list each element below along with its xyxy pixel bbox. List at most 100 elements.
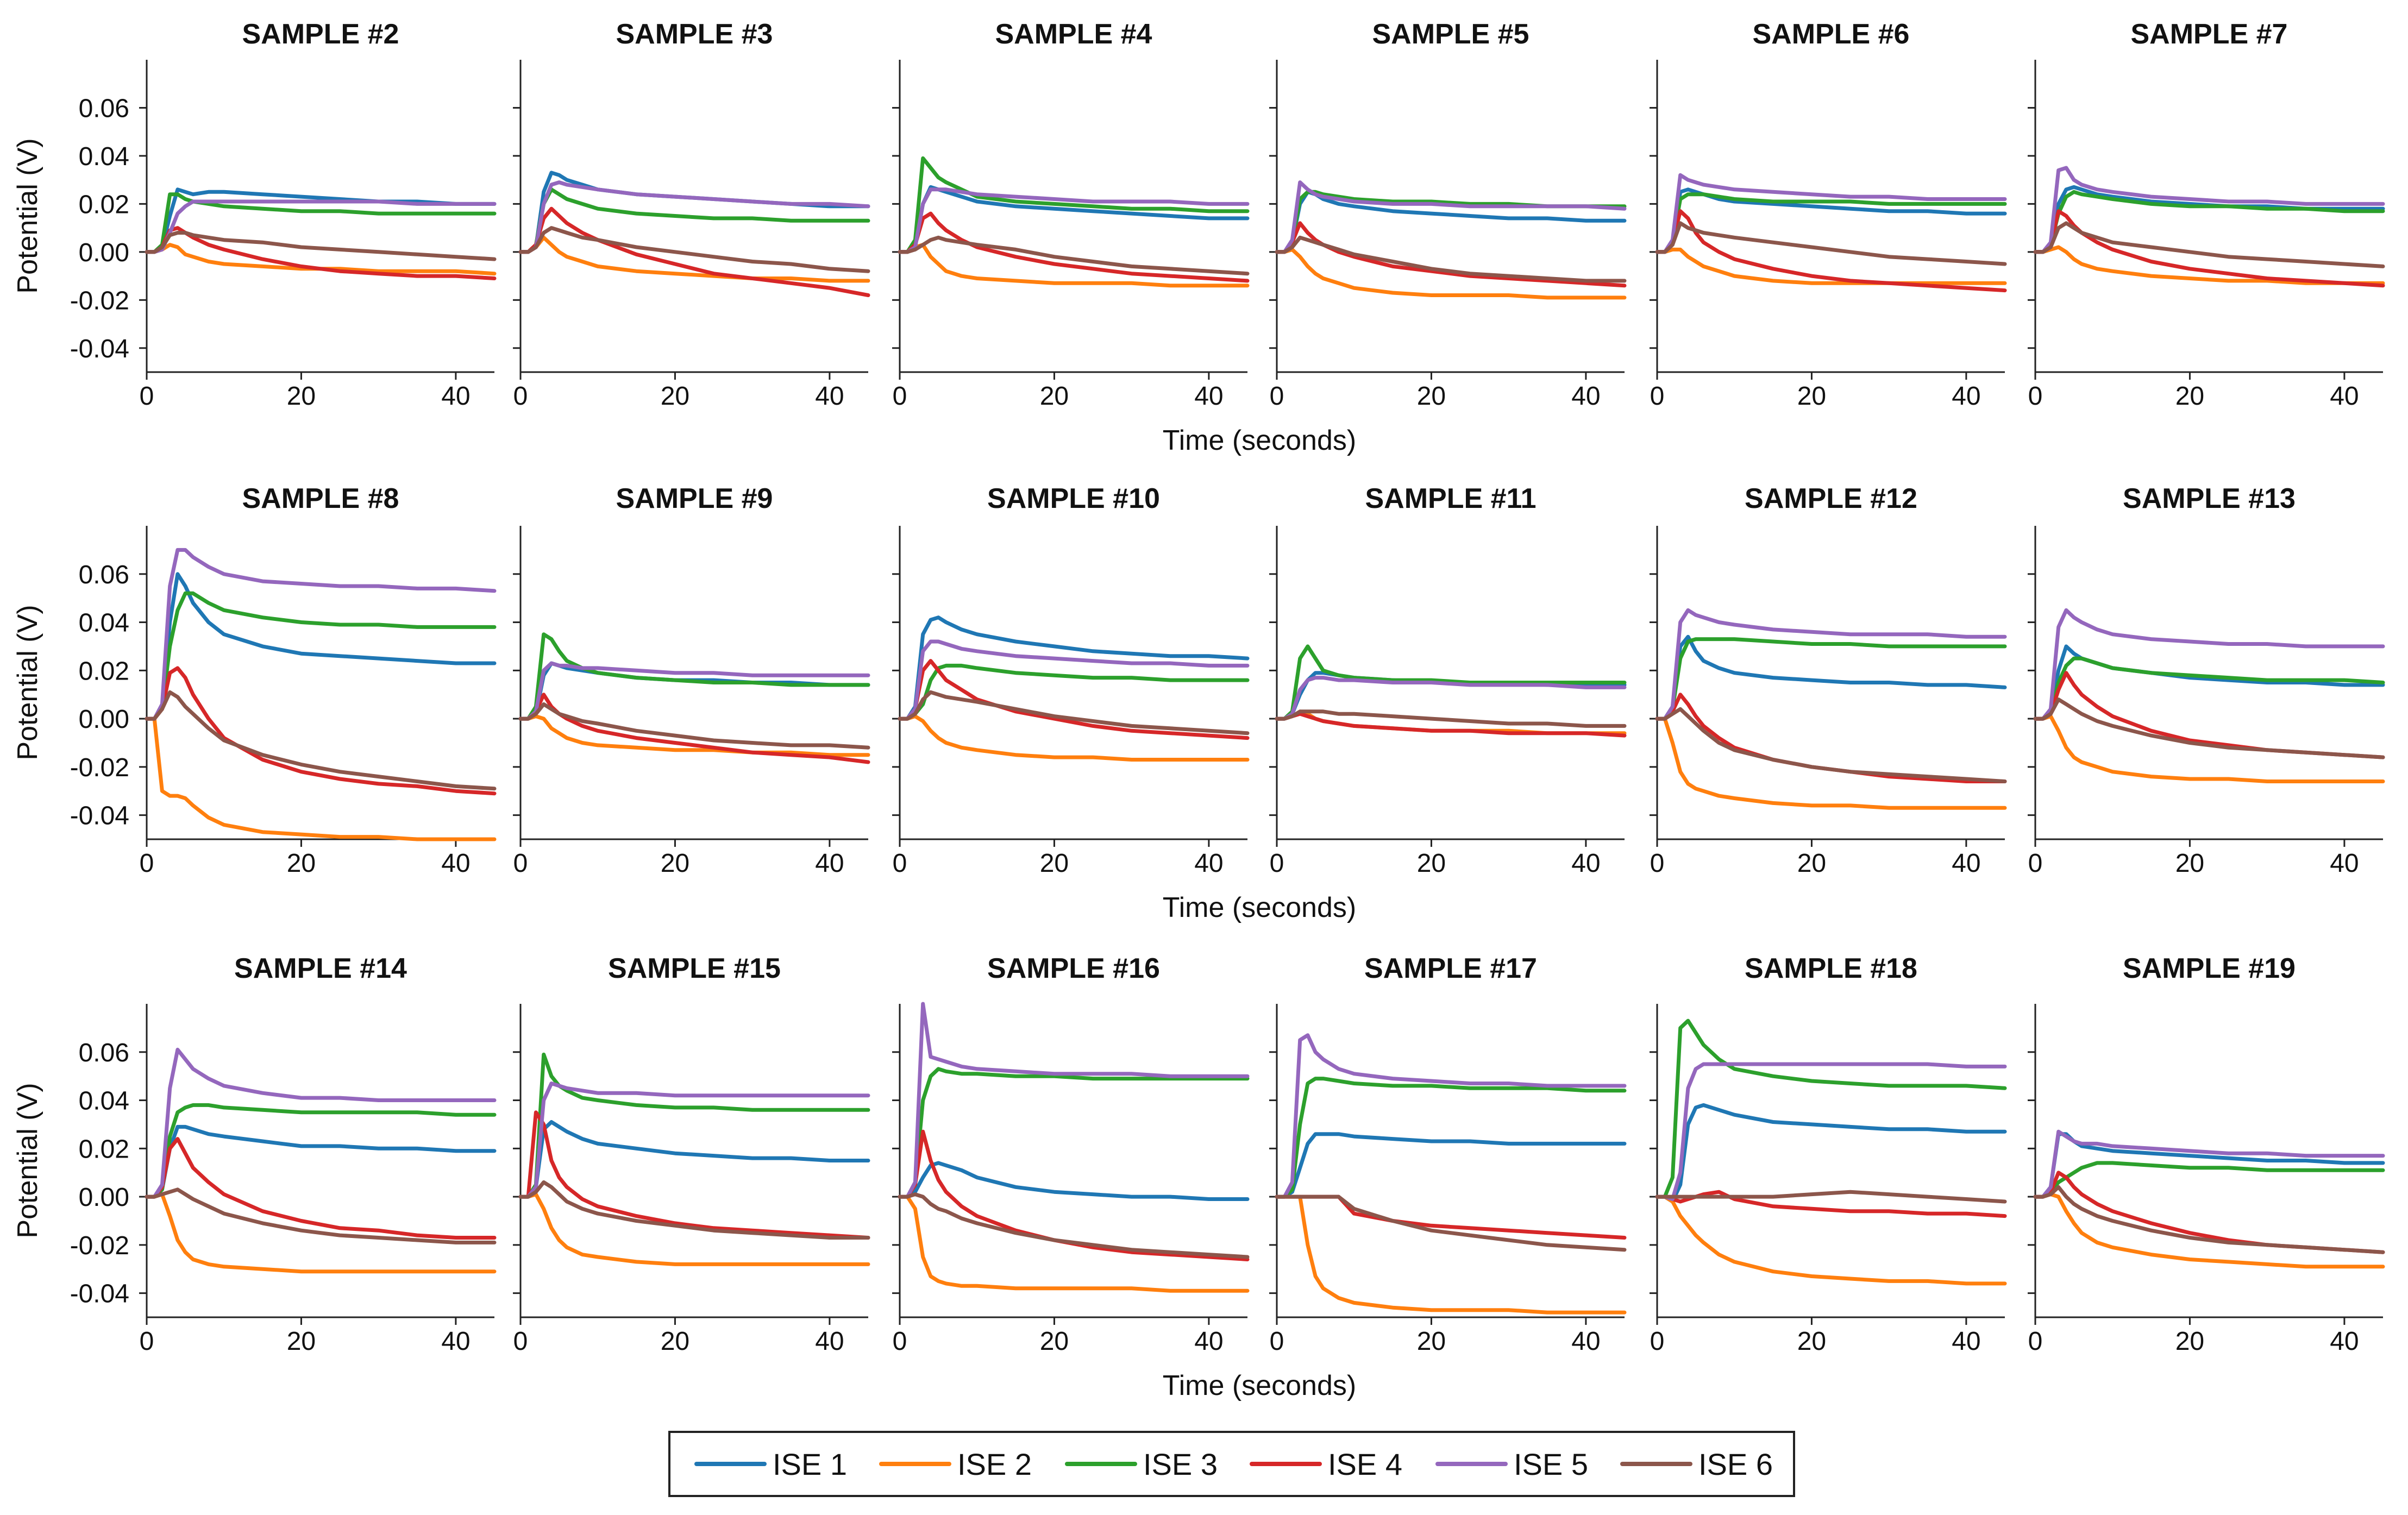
panel-15: SAMPLE #16 0 20 40 (892, 953, 1250, 1356)
y-tick-label: -0.02 (70, 753, 129, 782)
panel-title: SAMPLE #4 (995, 18, 1152, 50)
series-line-ise-3 (518, 632, 870, 721)
series-line-ise-2 (2033, 714, 2385, 783)
y-tick-label: 0.02 (79, 190, 129, 219)
series-line-ise-3 (518, 1052, 870, 1199)
x-tick-label: 20 (1040, 1327, 1069, 1356)
x-tick-label: 20 (1040, 849, 1069, 878)
panel-title: SAMPLE #12 (1745, 483, 1917, 514)
x-tick-label: 20 (1797, 382, 1826, 411)
legend-label: ISE 6 (1698, 1447, 1773, 1481)
panel-title: SAMPLE #10 (987, 483, 1160, 514)
panel-title: SAMPLE #11 (1365, 483, 1536, 514)
x-tick-label: 20 (2175, 382, 2204, 411)
panel-title: SAMPLE #15 (608, 953, 781, 984)
x-tick-label: 40 (1952, 382, 1980, 411)
x-tick-label: 40 (441, 1327, 470, 1356)
x-tick-label: 40 (1194, 382, 1223, 411)
x-tick-label: 20 (661, 849, 689, 878)
x-tick-label: 40 (2330, 849, 2359, 878)
series-line-ise-5 (518, 661, 870, 721)
series-line-ise-4 (1275, 221, 1627, 288)
series-line-ise-6 (2033, 1185, 2385, 1254)
y-tick-label: -0.04 (70, 1280, 129, 1309)
series-line-ise-6 (1275, 709, 1627, 728)
panel-title: SAMPLE #8 (242, 483, 399, 514)
series-line-ise-5 (518, 180, 870, 254)
panel-title: SAMPLE #18 (1745, 953, 1917, 984)
series-line-ise-5 (2033, 166, 2385, 254)
x-tick-label: 0 (513, 849, 528, 878)
series-line-ise-3 (898, 156, 1250, 254)
x-tick-label: 0 (893, 1327, 907, 1356)
x-tick-label: 40 (2330, 1327, 2359, 1356)
series-line-ise-1 (1275, 1132, 1627, 1199)
x-tick-label: 0 (2028, 849, 2043, 878)
panel-title: SAMPLE #3 (616, 18, 773, 50)
series-line-ise-3 (1275, 1077, 1627, 1199)
x-tick-label: 40 (1952, 1327, 1980, 1356)
y-tick-label: 0.02 (79, 1135, 129, 1164)
series-line-ise-4 (145, 666, 497, 796)
panel-title: SAMPLE #19 (2123, 953, 2296, 984)
panel-5: SAMPLE #6 0 20 40 (1650, 18, 2007, 411)
x-tick-label: 40 (1571, 382, 1600, 411)
series-line-ise-2 (1655, 716, 2007, 810)
series-line-ise-4 (1655, 209, 2007, 293)
y-tick-label: -0.04 (70, 335, 129, 363)
series-line-ise-1 (898, 615, 1250, 721)
series-line-ise-5 (1655, 608, 2007, 721)
x-tick-label: 40 (815, 1327, 844, 1356)
y-axis-label: Potential (V) (12, 138, 43, 293)
series-line-ise-4 (518, 693, 870, 764)
x-tick-label: 40 (815, 382, 844, 411)
x-tick-label: 20 (1417, 1327, 1446, 1356)
y-tick-label: 0.02 (79, 657, 129, 686)
panel-8: SAMPLE #9 0 20 40 (513, 483, 870, 878)
x-tick-label: 0 (1650, 382, 1665, 411)
y-tick-label: 0.04 (79, 142, 129, 171)
x-tick-label: 0 (1270, 849, 1284, 878)
series-line-ise-1 (518, 1120, 870, 1199)
x-tick-label: 0 (140, 1327, 154, 1356)
series-line-ise-3 (898, 663, 1250, 721)
panel-title: SAMPLE #17 (1364, 953, 1537, 984)
x-tick-label: 40 (2330, 382, 2359, 411)
legend-label: ISE 5 (1514, 1447, 1588, 1481)
x-tick-label: 40 (441, 382, 470, 411)
series-line-ise-2 (1275, 247, 1627, 300)
x-axis-label: Time (seconds) (1163, 892, 1356, 923)
legend-label: ISE 3 (1143, 1447, 1218, 1481)
series-line-ise-2 (518, 235, 870, 283)
series-line-ise-3 (1275, 644, 1627, 721)
series-line-ise-5 (898, 1002, 1250, 1199)
series-line-ise-5 (898, 187, 1250, 254)
panel-9: SAMPLE #10 0 20 40 (892, 483, 1250, 878)
series-line-ise-1 (898, 1161, 1250, 1201)
y-tick-label: 0.06 (79, 1039, 129, 1067)
series-line-ise-2 (898, 1195, 1250, 1293)
panel-7: SAMPLE #8 0 20 40 -0.04 -0.02 0.00 0.02 0.04 0.06 (70, 483, 497, 878)
series-line-ise-3 (1655, 192, 2007, 254)
series-line-ise-1 (145, 187, 497, 254)
series-line-ise-5 (145, 1047, 497, 1199)
series-line-ise-5 (2033, 1129, 2385, 1199)
panel-16: SAMPLE #17 0 20 40 (1269, 953, 1627, 1356)
panel-title: SAMPLE #13 (2123, 483, 2296, 514)
legend: ISE 1 ISE 2 ISE 3 ISE 4 ISE 5 ISE 6 (668, 1431, 1795, 1497)
series-line-ise-6 (1655, 1190, 2007, 1204)
panel-title: SAMPLE #14 (234, 953, 407, 984)
legend-label: ISE 4 (1328, 1447, 1402, 1481)
series-line-ise-6 (2033, 221, 2385, 268)
series-line-ise-4 (145, 1137, 497, 1240)
series-line-ise-6 (1275, 1195, 1627, 1252)
series-line-ise-2 (898, 714, 1250, 762)
series-line-ise-1 (1655, 634, 2007, 721)
series-line-ise-4 (1655, 693, 2007, 783)
series-line-ise-2 (1275, 1195, 1627, 1315)
x-tick-label: 20 (1040, 382, 1069, 411)
y-axis-label: Potential (V) (12, 1083, 43, 1238)
series-line-ise-6 (518, 226, 870, 273)
series-line-ise-3 (145, 192, 497, 254)
y-tick-label: 0.00 (79, 238, 129, 267)
